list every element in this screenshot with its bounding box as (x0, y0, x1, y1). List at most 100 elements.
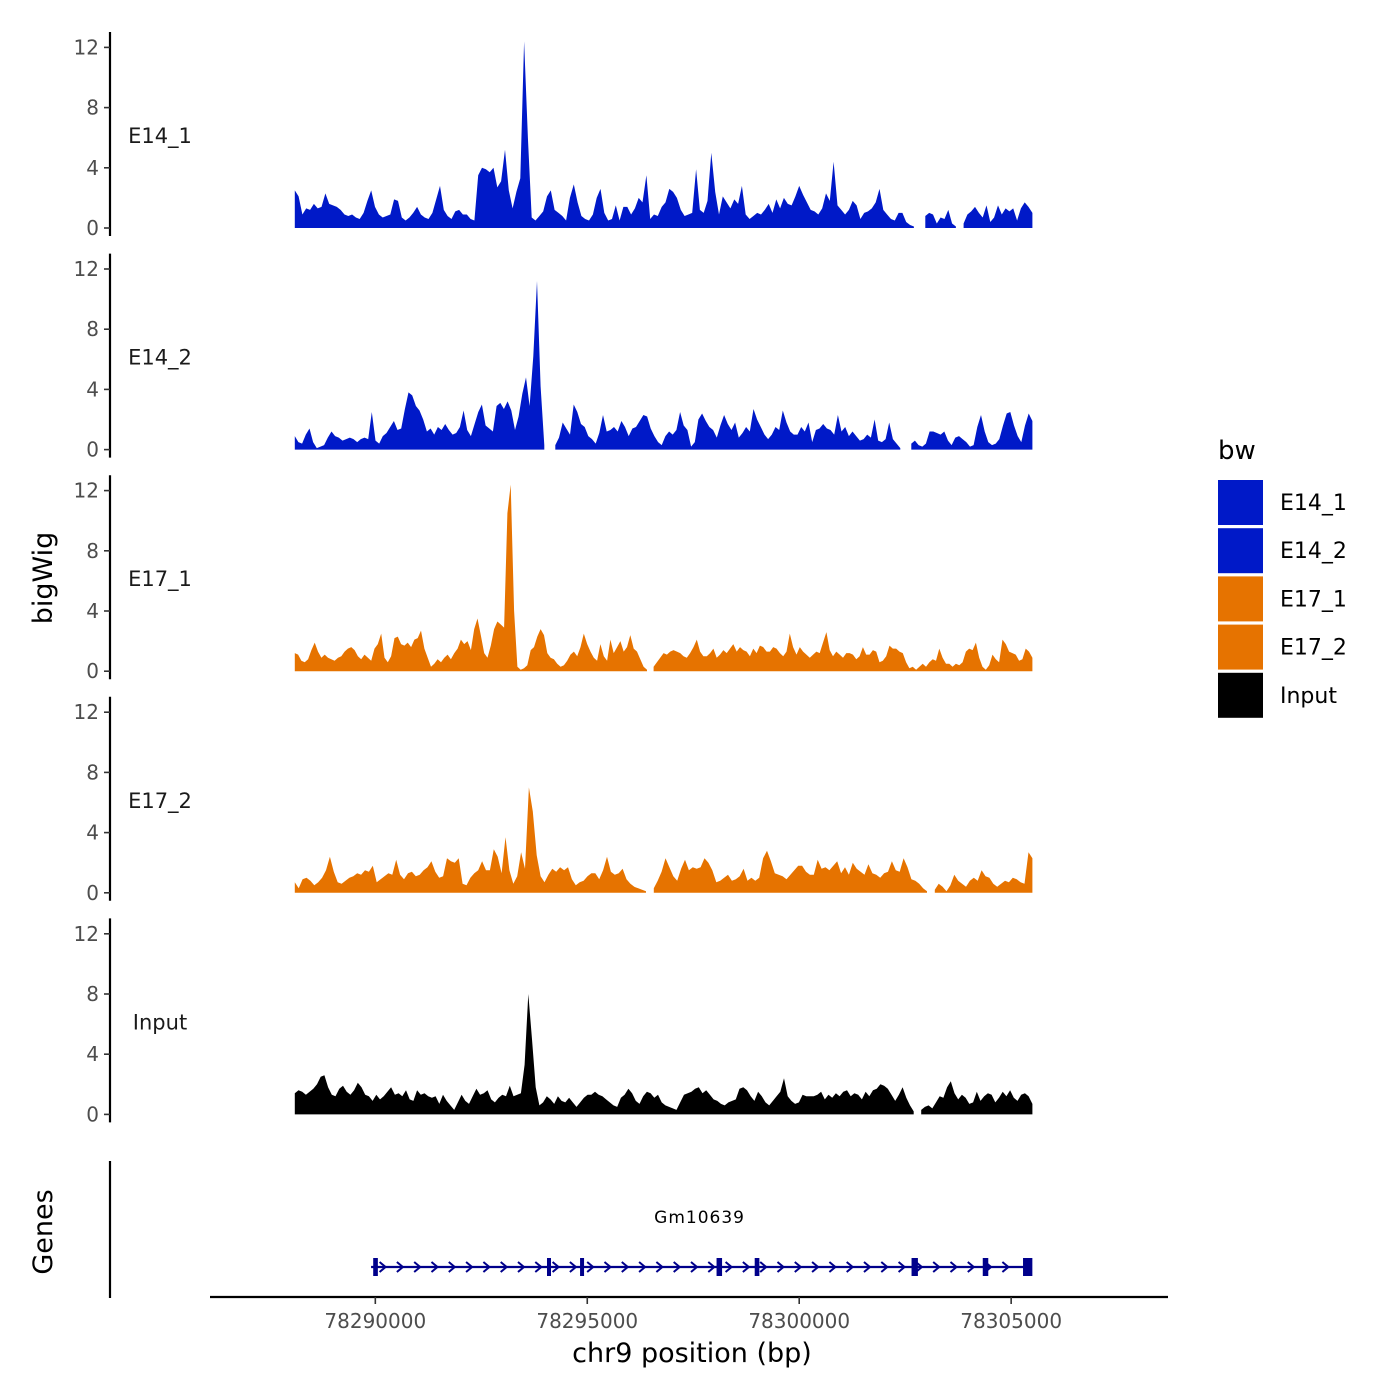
track-label: Input (133, 1010, 187, 1034)
y-tick-label: 0 (86, 881, 99, 905)
y-tick-label: 12 (74, 479, 99, 503)
exon-block (580, 1258, 585, 1276)
strand-arrow-icon (603, 1261, 613, 1273)
legend-swatch-E17_2 (1218, 624, 1263, 670)
x-tick-label: 78300000 (748, 1309, 850, 1333)
signal-area-E14_2 (294, 281, 1033, 450)
track-label: E17_1 (128, 567, 192, 592)
strand-arrow-icon (690, 1261, 699, 1273)
y-axis-title: bigWig (28, 532, 59, 625)
legend-label: Input (1280, 684, 1337, 709)
exon-block (1023, 1258, 1033, 1276)
legend-title: bw (1218, 436, 1256, 466)
strand-arrow-icon (794, 1261, 803, 1273)
y-tick-label: 12 (74, 922, 99, 946)
strand-arrow-icon (811, 1261, 820, 1273)
x-tick-label: 78295000 (536, 1309, 638, 1333)
x-tick-label: 78290000 (324, 1309, 426, 1333)
strand-arrow-icon (673, 1261, 682, 1273)
strand-arrow-icon (482, 1261, 491, 1273)
y-tick-label: 0 (86, 659, 99, 683)
strand-arrow-icon (638, 1261, 647, 1273)
y-tick-label: 8 (86, 96, 99, 120)
exon-block (546, 1258, 551, 1276)
strand-arrow-icon (1001, 1261, 1010, 1273)
strand-arrow-icon (500, 1261, 509, 1273)
y-tick-label: 8 (86, 317, 99, 341)
strand-arrow-icon (932, 1261, 941, 1273)
strand-arrow-icon (846, 1261, 855, 1273)
strand-arrow-icon (551, 1261, 561, 1273)
legend-swatch-E14_2 (1218, 528, 1263, 574)
strand-arrow-icon (569, 1261, 578, 1273)
exon-block (373, 1258, 378, 1276)
track-E14_1: 0 4 8 12 E14_1 (74, 32, 1033, 240)
strand-arrow-icon (863, 1261, 872, 1273)
strand-arrow-icon (413, 1261, 422, 1273)
strand-arrow-icon (396, 1261, 405, 1273)
strand-arrow-icon (378, 1261, 388, 1273)
genes-panel: Gm10639 (108, 1161, 1033, 1298)
signal-area-E14_1 (294, 41, 1033, 229)
strand-arrow-icon (759, 1261, 768, 1273)
exon-block (982, 1258, 989, 1276)
track-E17_2: 0 4 8 12 E17_2 (74, 696, 1033, 905)
y-tick-label: 12 (74, 700, 99, 724)
exon-block (754, 1258, 760, 1276)
strand-arrow-icon (949, 1261, 959, 1273)
strand-arrow-icon (586, 1261, 595, 1273)
legend-swatch-E17_1 (1218, 576, 1263, 622)
legend-label: E17_1 (1280, 587, 1347, 612)
strand-arrow-icon (967, 1261, 976, 1273)
legend-swatch-Input (1218, 672, 1263, 718)
strand-arrow-icon (880, 1261, 889, 1273)
strand-arrow-icon (430, 1261, 440, 1273)
y-tick-label: 4 (86, 1042, 99, 1066)
y-tick-label: 0 (86, 1102, 99, 1126)
y-tick-label: 8 (86, 982, 99, 1006)
exon-block (716, 1258, 723, 1276)
track-Input: 0 4 8 12 Input (74, 918, 1033, 1126)
track-label: E17_2 (128, 789, 192, 814)
strand-arrow-icon (776, 1261, 786, 1273)
track-label: E14_2 (128, 346, 192, 371)
y-tick-label: 0 (86, 216, 99, 240)
legend-swatch-E14_1 (1218, 480, 1263, 525)
strand-arrow-icon (517, 1261, 526, 1273)
gene-name-label: Gm10639 (654, 1208, 745, 1228)
track-E17_1: 0 4 8 12 E17_1 (74, 475, 1033, 683)
strand-arrow-icon (534, 1261, 543, 1273)
strand-arrow-icon (707, 1261, 716, 1273)
y-tick-label: 4 (86, 821, 99, 845)
strand-arrow-icon (465, 1261, 474, 1273)
signal-area-E17_2 (294, 787, 1033, 893)
strand-arrow-icon (724, 1261, 734, 1273)
strand-arrow-icon (742, 1261, 751, 1273)
y-tick-label: 0 (86, 438, 99, 462)
legend-label: E14_1 (1280, 491, 1347, 516)
tracks-panel: 0 4 8 12 E14_1 0 4 8 12 E14_2 0 4 8 12 E17_1 0 4 8 12 E17_2… (74, 32, 1033, 1126)
strand-arrow-icon (448, 1261, 457, 1273)
y-tick-label: 12 (74, 35, 99, 59)
legend-label: E17_2 (1280, 636, 1347, 661)
track-E14_2: 0 4 8 12 E14_2 (74, 253, 1033, 462)
y-tick-label: 8 (86, 539, 99, 563)
track-label: E14_1 (128, 124, 192, 149)
y-tick-label: 8 (86, 760, 99, 784)
strand-arrow-icon (897, 1261, 907, 1273)
y-tick-label: 4 (86, 156, 99, 180)
strand-arrow-icon (621, 1261, 630, 1273)
gene-Gm10639: Gm10639 (371, 1208, 1033, 1276)
y-tick-label: 4 (86, 599, 99, 623)
y-tick-label: 12 (74, 257, 99, 281)
legend: bw E14_1 E14_2 E17_1 E17_2 Input (1218, 436, 1347, 718)
signal-area-Input (294, 994, 1033, 1115)
strand-arrow-icon (655, 1261, 664, 1273)
y-tick-label: 4 (86, 377, 99, 401)
x-axis-title: chr9 position (bp) (572, 1338, 812, 1369)
exon-block (911, 1258, 918, 1276)
x-tick-label: 78305000 (960, 1309, 1062, 1333)
legend-label: E14_2 (1280, 539, 1347, 564)
genes-axis-title: Genes (28, 1189, 59, 1274)
